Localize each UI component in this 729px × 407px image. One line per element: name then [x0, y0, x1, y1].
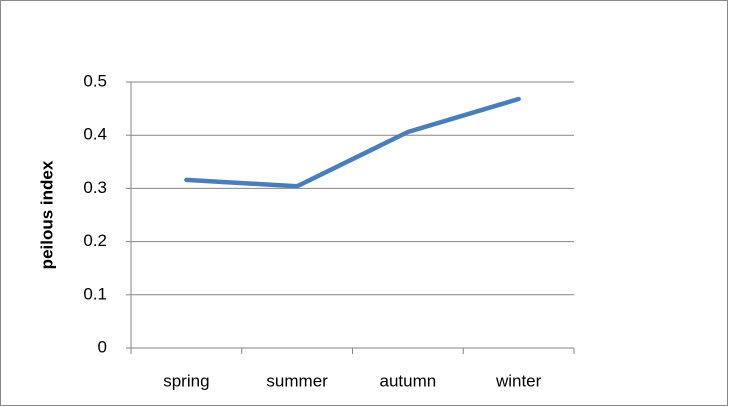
x-tick-label: spring: [163, 371, 209, 390]
y-tick-label: 0.2: [83, 231, 107, 250]
data-line: [184, 96, 521, 189]
x-tick-label: winter: [495, 371, 542, 390]
y-tick-label: 0.5: [83, 71, 107, 90]
y-tick-label: 0: [98, 337, 107, 356]
y-tick-label: 0.1: [83, 284, 107, 303]
y-tick-label: 0.3: [83, 178, 107, 197]
y-axis-label: peilous index: [37, 160, 56, 269]
x-tick-label: autumn: [380, 371, 437, 390]
y-tick-label: 0.4: [83, 125, 107, 144]
x-tick-label: summer: [266, 371, 328, 390]
